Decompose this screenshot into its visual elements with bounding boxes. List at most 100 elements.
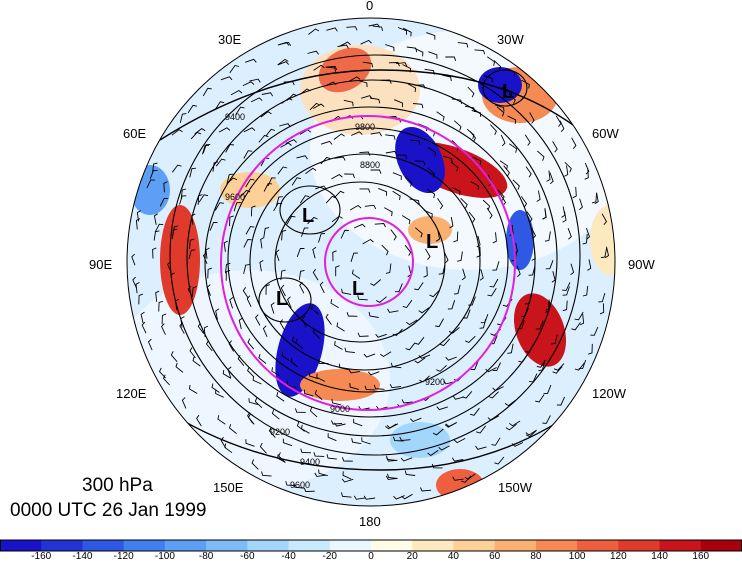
wind-barb [370, 279, 381, 286]
wind-barb [220, 76, 233, 81]
wind-barb [453, 438, 466, 444]
wind-barb [424, 68, 435, 75]
wind-barb [585, 228, 591, 240]
wind-barb [280, 269, 286, 281]
wind-barb [518, 354, 528, 363]
wind-barb [286, 93, 298, 101]
wind-barb [530, 227, 537, 239]
wind-barb [261, 471, 272, 477]
wind-barb [402, 64, 411, 73]
contour-label: 8800 [360, 160, 380, 170]
wind-barb [278, 452, 286, 463]
colorbar-swatch [123, 540, 166, 551]
wind-barb [258, 134, 269, 143]
wind-barb [175, 362, 184, 373]
lon-label-150e: 150E [213, 480, 244, 495]
wind-barb [503, 165, 510, 177]
wind-barb [344, 173, 355, 179]
wind-barb [180, 188, 187, 199]
colorbar-tick-label: -20 [322, 551, 337, 562]
wind-barb [351, 269, 361, 279]
wind-barb [525, 294, 533, 305]
wind-barb [225, 269, 231, 281]
wind-barb [509, 143, 518, 153]
wind-barb [312, 328, 321, 339]
wind-barb [385, 150, 398, 156]
wind-barb [320, 156, 331, 165]
wind-barb [529, 112, 535, 124]
wind-barb [542, 415, 551, 424]
wind-barb [461, 268, 466, 281]
wind-barb [536, 150, 545, 161]
wind-barb [449, 217, 454, 229]
wind-barb [380, 351, 392, 358]
colorbar-tick-label: 0 [368, 551, 374, 562]
wind-barb [313, 452, 325, 457]
wind-barb [205, 340, 213, 352]
wind-barb [217, 415, 226, 425]
wind-barb [226, 173, 234, 184]
contour-label: 9600 [225, 192, 245, 202]
map-boundary [126, 17, 616, 507]
wind-barb [402, 299, 413, 309]
wind-barb [275, 249, 280, 262]
wind-barb [460, 197, 468, 209]
wind-barb [594, 192, 599, 205]
wind-barb [427, 167, 436, 178]
wind-barb [318, 233, 326, 243]
wind-barb [273, 202, 283, 212]
colorbar-tick-label: -40 [281, 551, 296, 562]
wind-barb [229, 64, 240, 74]
wind-barb [260, 111, 272, 118]
wind-barb [281, 351, 290, 361]
wind-barb [457, 42, 469, 48]
wind-barb [335, 265, 340, 277]
wind-barb [316, 373, 326, 382]
wind-barb [588, 343, 593, 355]
contour-label: 9400 [225, 112, 245, 122]
wind-barb [482, 199, 491, 210]
wind-barb [180, 316, 185, 328]
wind-barb [470, 361, 479, 370]
wind-barb [307, 50, 319, 55]
wind-barb [466, 128, 475, 139]
wind-barb [158, 367, 166, 379]
wind-barb [308, 28, 320, 35]
wind-barb [202, 87, 212, 97]
wind-barb [485, 367, 497, 373]
wind-barb [385, 263, 392, 274]
wind-barb [223, 240, 228, 252]
wind-barb [546, 170, 551, 182]
wind-barb [228, 340, 234, 352]
wind-barb [439, 338, 451, 347]
wind-barb [479, 269, 484, 281]
wind-barb [551, 334, 558, 345]
wind-barb [315, 185, 327, 190]
wind-barb [154, 223, 164, 233]
wind-barb [314, 389, 323, 400]
lon-label-60e: 60E [123, 126, 147, 141]
wind-barb [305, 167, 317, 174]
wind-barb [461, 475, 472, 483]
wind-barb [436, 364, 447, 372]
wind-barb [312, 246, 317, 259]
wind-barb [296, 421, 305, 432]
wind-barb [452, 395, 465, 400]
wind-barb [285, 139, 298, 144]
wind-barb [489, 124, 497, 135]
wind-barb [464, 105, 475, 112]
wind-barb [426, 188, 436, 199]
colorbar-swatch [247, 540, 290, 551]
wind-barb [350, 252, 358, 262]
wind-barb [545, 301, 550, 313]
low-center-label: L [352, 278, 364, 300]
wind-barb [334, 156, 346, 161]
wind-barb [453, 231, 459, 243]
low-center-label: L [502, 81, 514, 103]
wind-barb [346, 26, 358, 31]
wind-barb [401, 215, 411, 225]
wind-barb [351, 131, 363, 136]
wind-barb [189, 347, 196, 359]
wind-barb [333, 133, 345, 140]
wind-barb [311, 304, 319, 315]
